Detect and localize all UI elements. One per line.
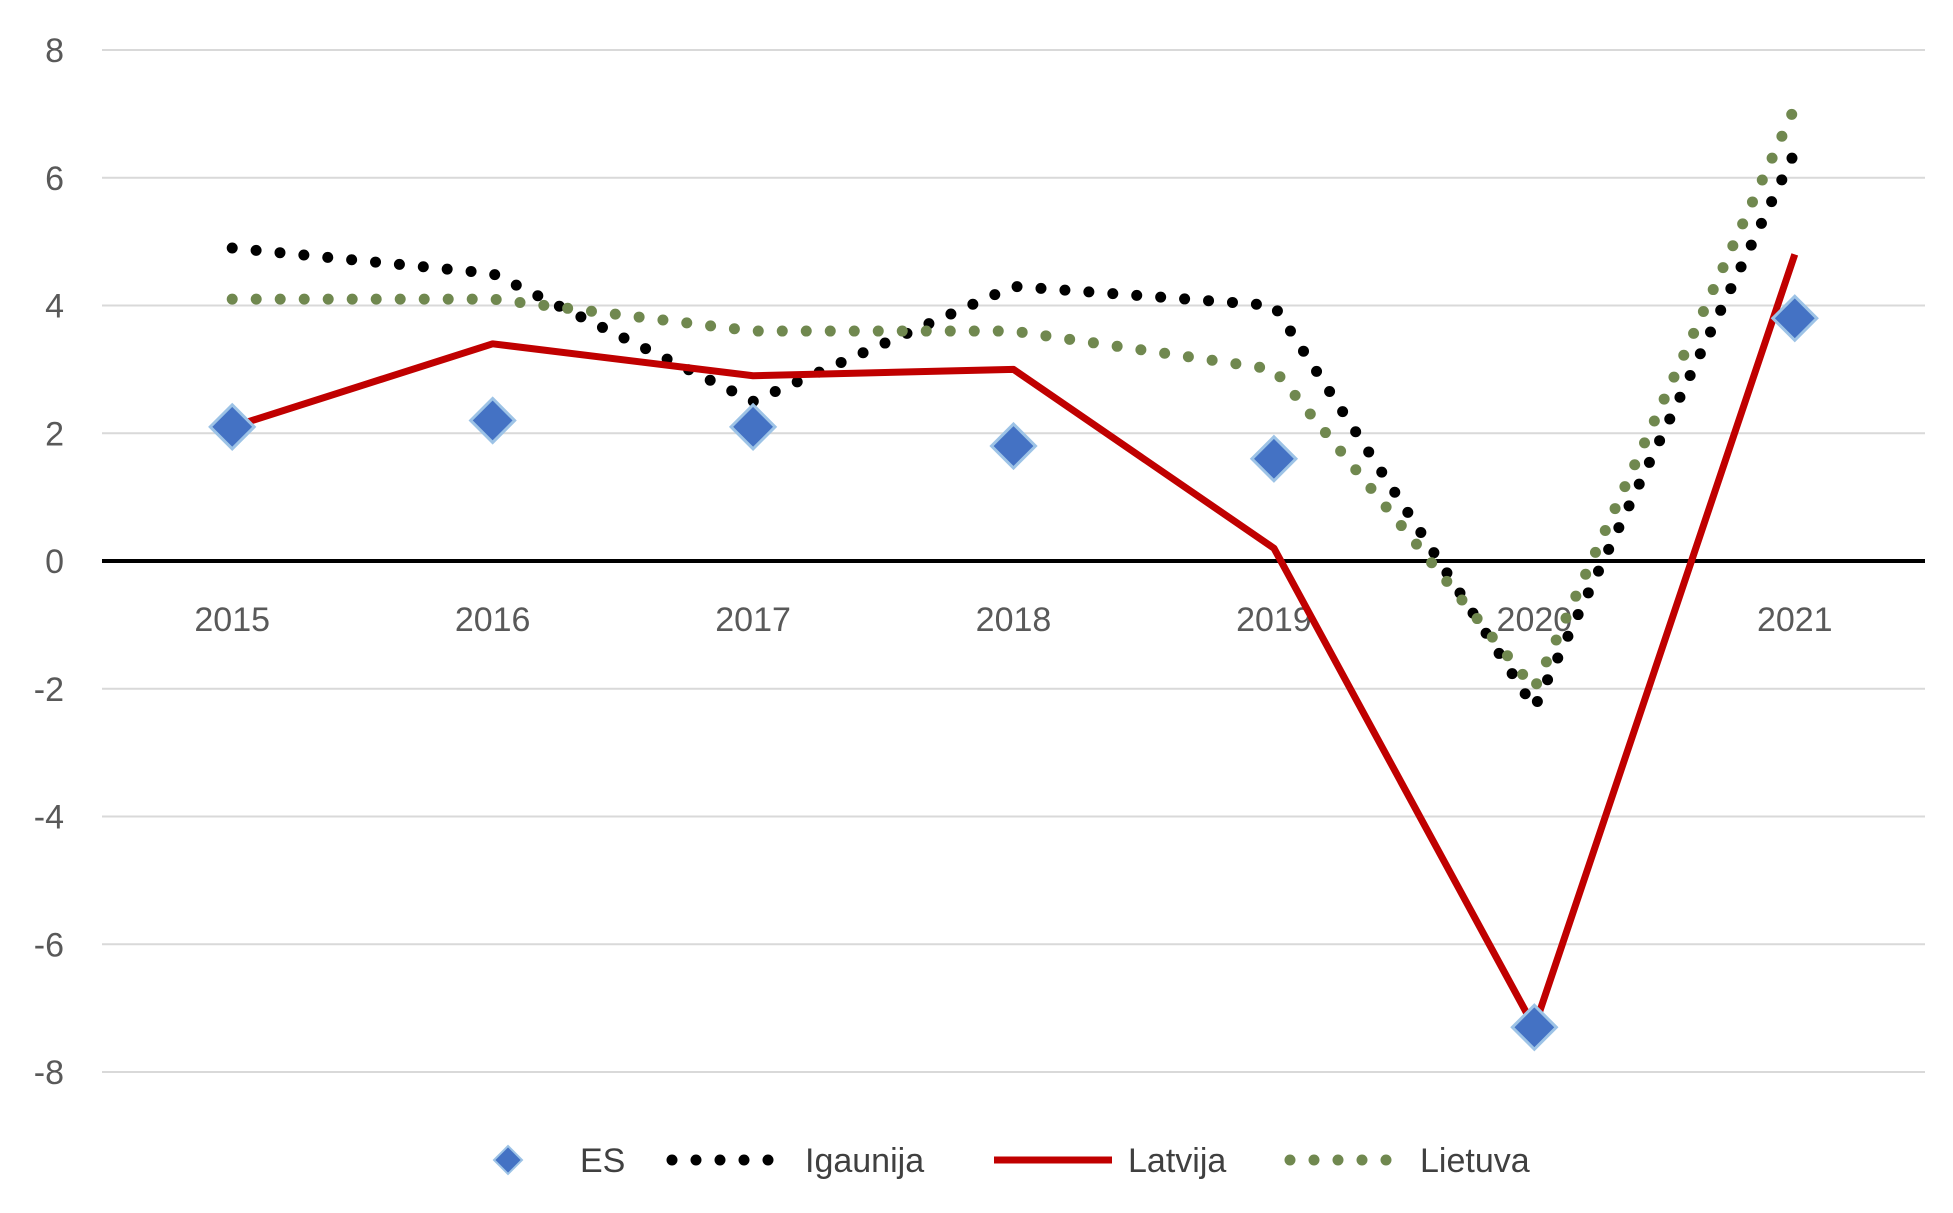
series-es-marker bbox=[989, 421, 1038, 471]
series-es-marker bbox=[1510, 1003, 1559, 1052]
x-tick-label: 2019 bbox=[1236, 601, 1312, 639]
legend-latvija-label: Latvija bbox=[1128, 1142, 1226, 1180]
y-tick-label: -8 bbox=[34, 1054, 64, 1092]
y-tick-label: -2 bbox=[34, 671, 64, 709]
y-tick-label: -6 bbox=[34, 926, 64, 964]
x-tick-label: 2020 bbox=[1497, 601, 1573, 639]
legend-es-symbol bbox=[492, 1144, 524, 1176]
series-es-marker bbox=[468, 396, 517, 445]
y-tick-label: 0 bbox=[45, 543, 64, 581]
series-es-marker bbox=[208, 402, 257, 451]
x-tick-label: 2015 bbox=[194, 601, 270, 639]
legend-igaunija-label: Igaunija bbox=[805, 1142, 924, 1180]
y-tick-label: 6 bbox=[45, 160, 64, 198]
x-tick-label: 2021 bbox=[1757, 601, 1833, 639]
series-es-marker bbox=[728, 402, 778, 451]
x-tick-label: 2018 bbox=[976, 601, 1052, 639]
series-es-marker bbox=[1770, 294, 1819, 343]
y-tick-label: 8 bbox=[45, 32, 64, 70]
legend-es-label: ES bbox=[580, 1142, 625, 1180]
series-group bbox=[208, 101, 1819, 1052]
series-lietuva-line bbox=[226, 101, 1801, 700]
y-axis-tick-labels: 8 6 4 2 0 -2 -4 -6 -8 bbox=[34, 32, 64, 1092]
legend-lietuva-label: Lietuva bbox=[1420, 1142, 1530, 1180]
gridlines bbox=[102, 49, 1925, 1073]
x-tick-label: 2016 bbox=[455, 601, 531, 639]
x-axis-tick-labels: 2015 2016 2017 2018 2019 2020 2021 bbox=[194, 601, 1832, 639]
y-tick-label: 2 bbox=[45, 415, 64, 453]
series-igaunija-line bbox=[226, 146, 1801, 720]
y-tick-label: -4 bbox=[34, 799, 64, 837]
series-es-marker bbox=[1249, 434, 1299, 483]
x-tick-label: 2017 bbox=[715, 601, 791, 639]
y-tick-label: 4 bbox=[45, 288, 64, 326]
legend: ES Igaunija Latvija Lietuva bbox=[492, 1142, 1530, 1180]
